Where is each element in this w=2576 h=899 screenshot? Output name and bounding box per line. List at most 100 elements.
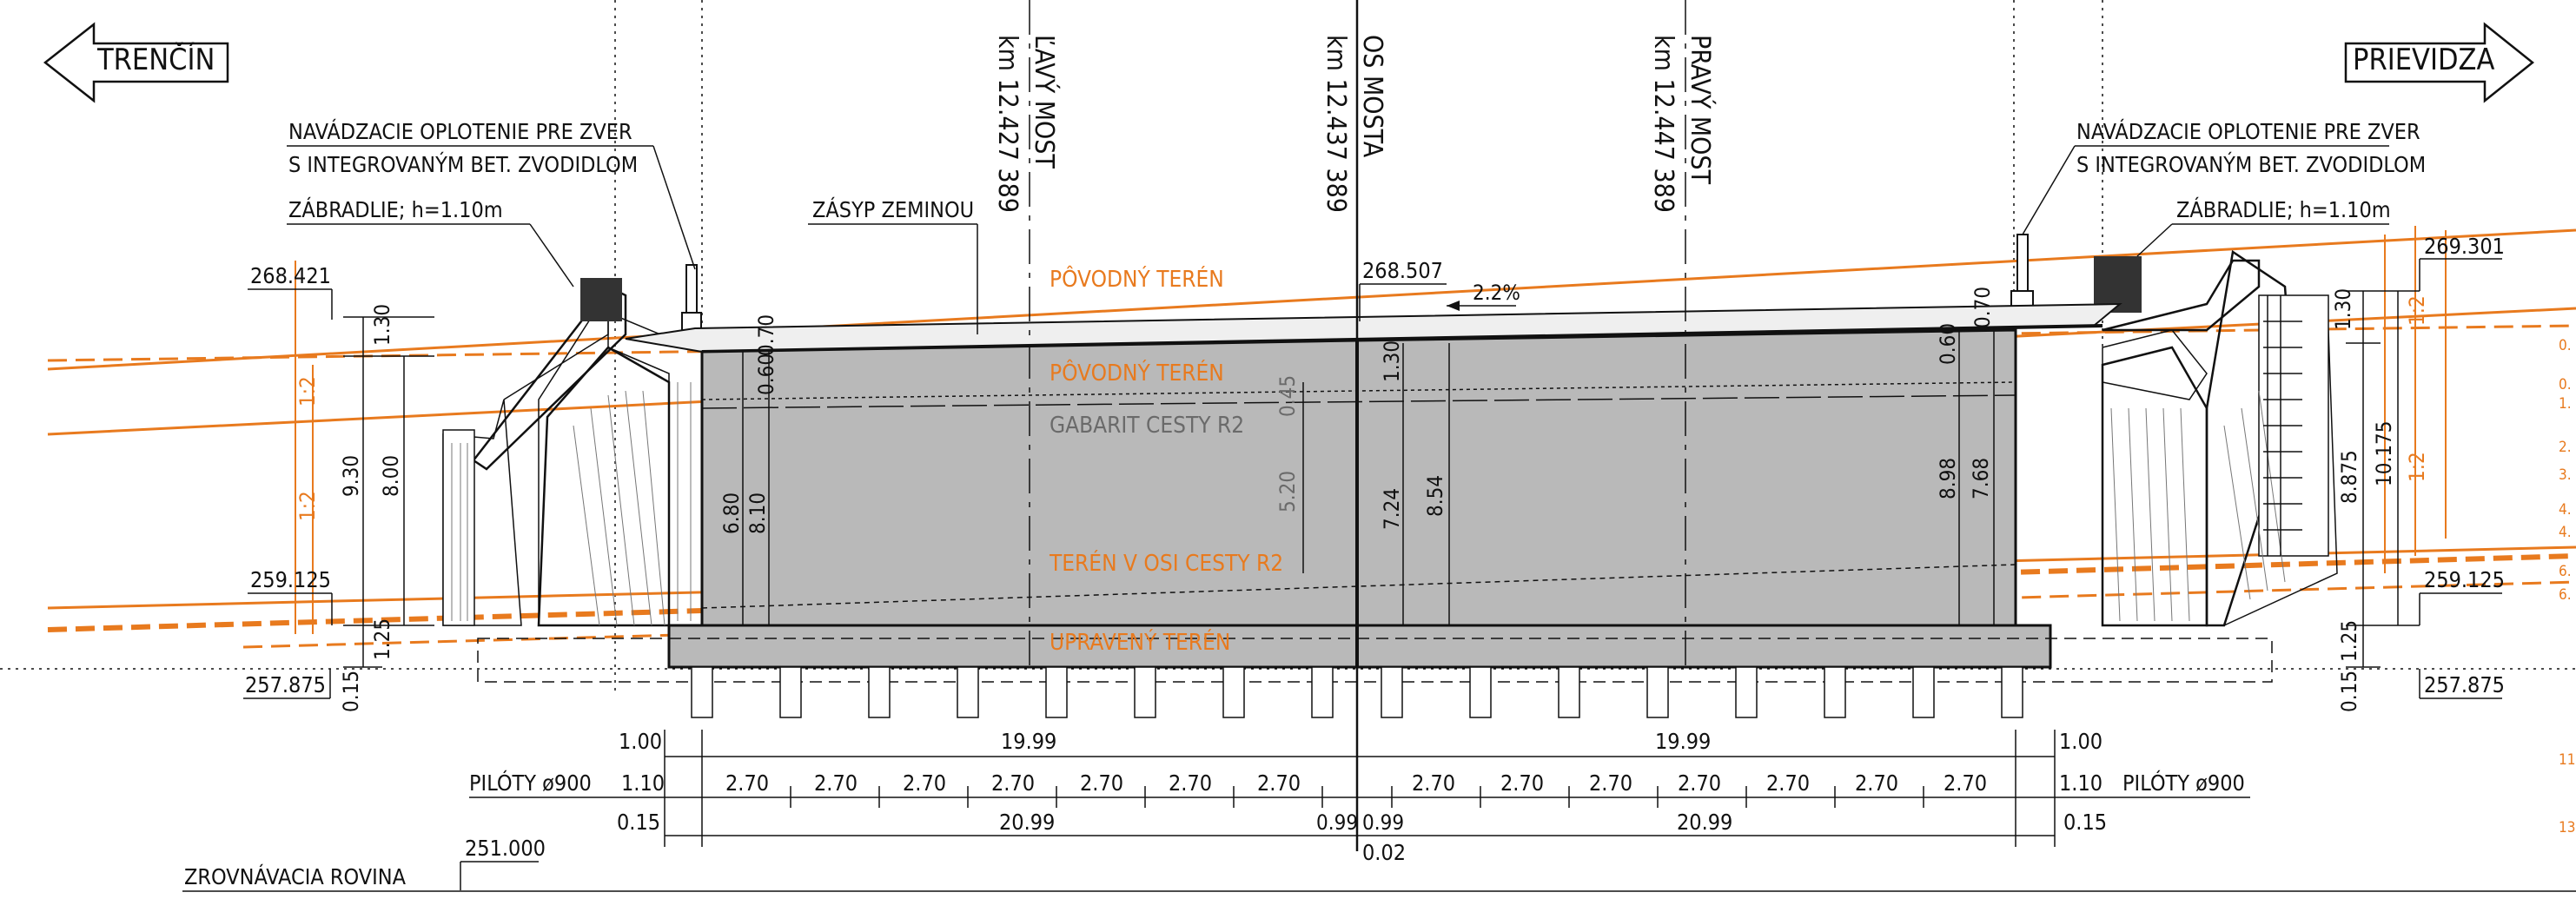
left-abutment — [442, 264, 703, 627]
embank-slope-4: 1:2 — [2405, 452, 2429, 482]
dim-row2-span: 2.70 — [1855, 770, 1898, 796]
dim-l-930: 9.30 — [339, 455, 363, 497]
fence-left-line1: NAVÁDZACIE OPLOTENIE PRE ZVER — [288, 119, 632, 144]
edge-ticks: 0. 0. 1. 2. 3. 4. 4. 6. 6. 11 13 — [2559, 337, 2575, 836]
elev-right-top: 269.301 — [2424, 234, 2505, 259]
dim-row1-right: 1.00 — [2059, 729, 2103, 754]
dim-i-810: 8.10 — [745, 492, 770, 534]
dim-c-045: 0.45 — [1275, 375, 1300, 417]
dim-c-854: 8.54 — [1423, 475, 1447, 517]
dim-i-060: 0.60 — [754, 354, 778, 395]
right-abutment — [2010, 234, 2338, 627]
dim-l-130: 1.30 — [370, 304, 394, 346]
clearance-label: GABARIT CESTY R2 — [1050, 413, 1244, 439]
original-terrain-mid: PÔVODNÝ TERÉN — [1050, 359, 1224, 387]
edge-tick: 0. — [2559, 376, 2572, 393]
dim-row2-span: 2.70 — [1944, 770, 1987, 796]
fence-left-line2: S INTEGROVANÝM BET. ZVODIDLOM — [288, 152, 638, 177]
edge-tick: 6. — [2559, 563, 2572, 580]
callouts: NAVÁDZACIE OPLOTENIE PRE ZVER S INTEGROV… — [287, 119, 2426, 334]
fence-right-line1: NAVÁDZACIE OPLOTENIE PRE ZVER — [2076, 119, 2420, 144]
axis-lines — [1029, 0, 1686, 851]
dim-row2-span: 2.70 — [1678, 770, 1721, 796]
right-bridge-label: PRAVÝ MOST — [1685, 35, 1716, 185]
dim-row2-span: 2.70 — [814, 770, 858, 796]
dim-row2-span: 2.70 — [1500, 770, 1544, 796]
embank-slope-3: 1:2 — [2405, 295, 2429, 326]
dim-row2-span: 2.70 — [725, 770, 769, 796]
foundation-outline — [477, 638, 2273, 683]
pile-row — [691, 666, 2023, 718]
edge-tick: 0. — [2559, 337, 2572, 354]
dim-row2-span: 2.70 — [903, 770, 946, 796]
elev-left-found: 257.875 — [245, 672, 326, 697]
dim-row2-left: 1.10 — [621, 770, 665, 796]
dim-r-015: 0.15 — [2337, 671, 2361, 712]
dim-row4-center: 0.02 — [1362, 840, 1406, 865]
railing-right: ZÁBRADLIE; h=1.10m — [2176, 197, 2391, 222]
dim-row3-span-l: 20.99 — [999, 810, 1055, 835]
dim-row2-span: 2.70 — [1080, 770, 1123, 796]
elev-right-found: 257.875 — [2424, 672, 2505, 697]
vertical-dimensions: 1.30 9.30 8.00 1.25 0.15 0.70 0.60 6.80 … — [339, 287, 2420, 712]
edge-tick: 2. — [2559, 439, 2572, 456]
terrain-labels: PÔVODNÝ TERÉN PÔVODNÝ TERÉN GABARIT CEST… — [1049, 265, 1283, 656]
left-bridge-label: ĽAVÝ MOST — [1029, 35, 1060, 169]
dim-r-060: 0.60 — [1936, 323, 1960, 365]
dim-row1-left: 1.00 — [619, 729, 662, 754]
edge-tick: 1. — [2559, 395, 2572, 413]
dim-c-130: 1.30 — [1380, 340, 1404, 382]
dim-row2-span: 2.70 — [991, 770, 1035, 796]
bridge-axis-station: km 12.437 389 — [1321, 35, 1351, 213]
edge-tick: 4. — [2559, 524, 2572, 541]
piles-right-label: PILÓTY ø900 — [2122, 770, 2245, 796]
dim-row3-span-r: 20.99 — [1677, 810, 1732, 835]
dim-row2-span: 2.70 — [1169, 770, 1212, 796]
elev-leveling: 251.000 — [465, 836, 546, 861]
dim-c-520: 5.20 — [1275, 471, 1300, 512]
fence-right-line2: S INTEGROVANÝM BET. ZVODIDLOM — [2076, 152, 2426, 177]
dim-l-125: 1.25 — [370, 618, 394, 660]
direction-arrow-left: TRENČÍN — [43, 22, 229, 103]
dim-r-768: 7.68 — [1969, 458, 1993, 499]
dim-row3-mid-l: 0.99 — [1316, 810, 1358, 835]
right-bridge-station: km 12.447 389 — [1648, 35, 1679, 213]
dim-i-680: 6.80 — [719, 492, 744, 534]
dim-row3-mid-r: 0.99 — [1362, 810, 1404, 835]
dim-r-130: 1.30 — [2331, 288, 2355, 330]
fill-soil-label: ZÁSYP ZEMINOU — [812, 197, 974, 222]
edge-tick: 4. — [2559, 501, 2572, 519]
elevation-markers: 268.421 268.507 269.301 259.125 259.125 … — [243, 234, 2505, 890]
dim-l-800: 8.00 — [379, 455, 403, 497]
edge-tick: 6. — [2559, 586, 2572, 604]
elev-left-top: 268.421 — [250, 263, 331, 288]
deck-slope: 2.2% — [1473, 281, 1520, 305]
dim-row3-left: 0.15 — [617, 810, 660, 835]
embank-slope-1: 1:2 — [295, 376, 320, 407]
railing-left: ZÁBRADLIE; h=1.10m — [288, 197, 503, 222]
direction-arrow-right: PRIEVIDZA — [2344, 22, 2535, 103]
edge-tick: 13 — [2559, 819, 2575, 836]
dim-row1-span-r: 19.99 — [1655, 729, 1711, 754]
dim-i-070: 0.70 — [754, 314, 778, 356]
horizontal-dimensions: 1.00 19.99 19.99 1.00 PILÓTY ø900 1.10 2… — [469, 729, 2250, 865]
dim-row2-right: 1.10 — [2059, 770, 2103, 796]
original-terrain-top: PÔVODNÝ TERÉN — [1050, 265, 1224, 293]
dim-l-015: 0.15 — [339, 671, 363, 712]
dim-row2-span: 2.70 — [1257, 770, 1301, 796]
dim-row1-span-l: 19.99 — [1001, 729, 1056, 754]
edge-tick: 11 — [2559, 751, 2575, 769]
dim-r-10175: 10.175 — [2372, 420, 2396, 486]
leveling-plane: ZROVNÁVACIA ROVINA — [182, 864, 2576, 892]
modified-terrain-label: UPRAVENÝ TERÉN — [1050, 628, 1230, 656]
dim-r-8875: 8.875 — [2337, 450, 2361, 504]
elev-left-bottom: 259.125 — [250, 567, 331, 592]
dim-row2-span: 2.70 — [1412, 770, 1455, 796]
dim-c-724: 7.24 — [1380, 488, 1404, 530]
leveling-label: ZROVNÁVACIA ROVINA — [184, 864, 407, 889]
direction-left-label: TRENČÍN — [96, 42, 215, 77]
dim-row2-span: 2.70 — [1589, 770, 1632, 796]
frame-structure — [667, 328, 2052, 669]
dim-r-070: 0.70 — [1970, 287, 1995, 328]
